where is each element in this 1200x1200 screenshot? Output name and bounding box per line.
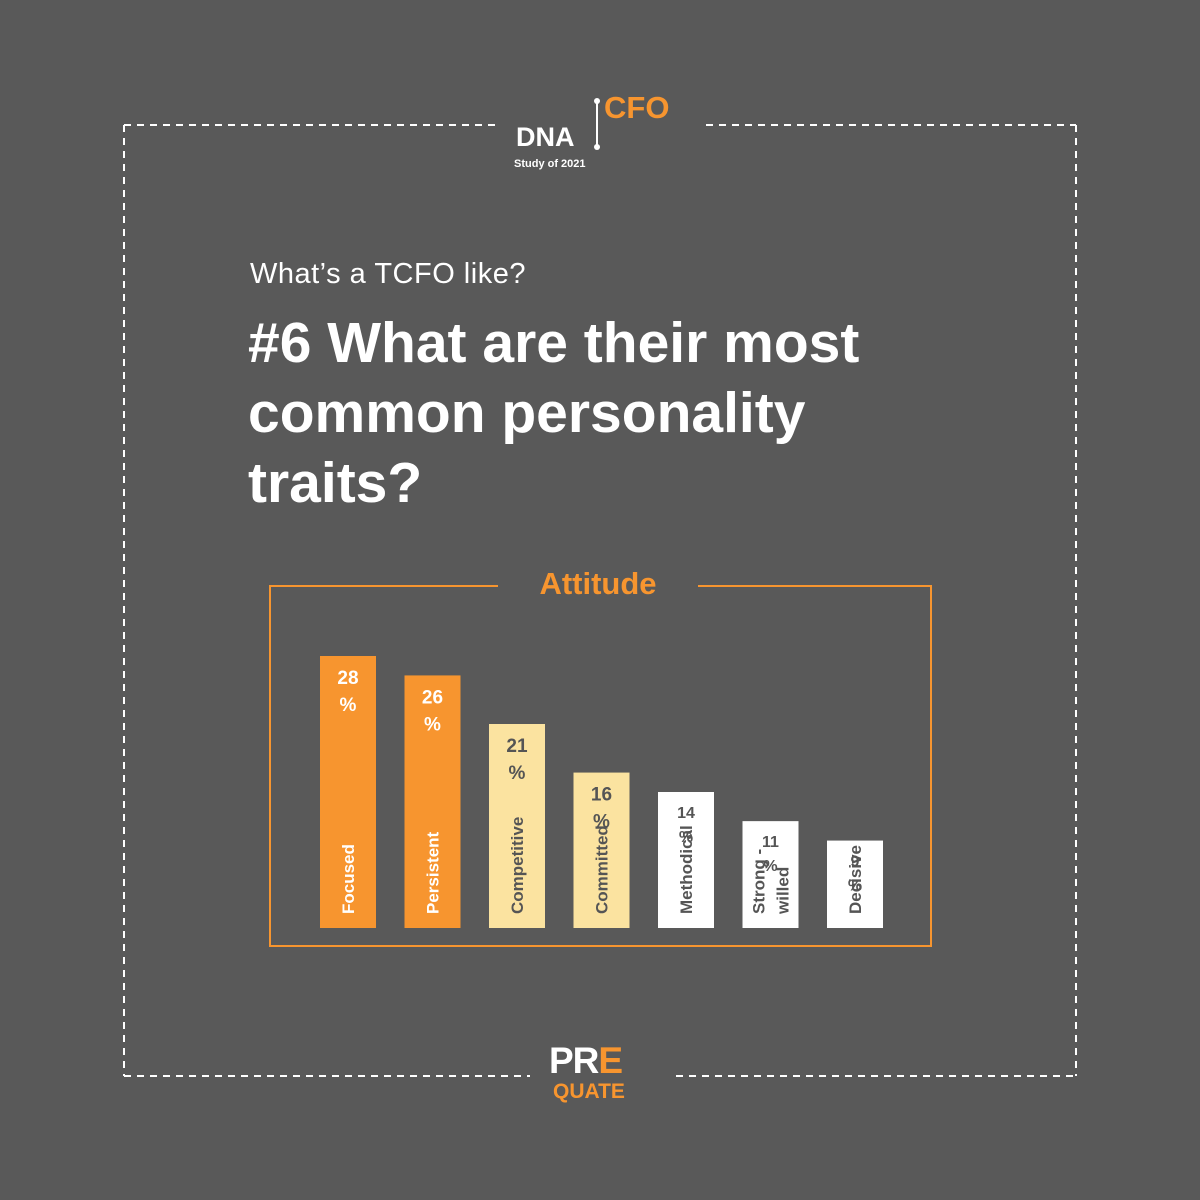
bar-value-label: 26	[422, 687, 443, 708]
bar-value-unit: %	[340, 695, 357, 716]
bar-category-label: Strong -	[750, 849, 769, 914]
logo-quate-text: QUATE	[553, 1080, 625, 1103]
bar-value-label: 11	[762, 834, 779, 851]
bar-category-label: willed	[774, 867, 793, 915]
bar-focused	[320, 656, 376, 928]
chart-box	[269, 585, 932, 947]
bar-competitive	[489, 724, 545, 928]
logo-pre-main: PR	[549, 1040, 599, 1081]
prequate-logo: PRE QUATE	[549, 1040, 659, 1110]
logo-connector	[594, 98, 600, 150]
bar-persistent	[404, 675, 461, 928]
bar-category-label: Competitive	[508, 817, 527, 914]
bar-value-unit: %	[509, 763, 526, 784]
bar-value-label: 16	[591, 785, 612, 806]
logo-cfo-text: CFO	[604, 90, 670, 125]
bar-decisive	[827, 840, 883, 928]
bar-value-label: 14	[677, 805, 695, 822]
dna-cfo-logo: CFO DNA Study of 2021	[508, 90, 708, 180]
bar-category-label: Methodical	[677, 825, 696, 914]
bar-value-unit: %	[848, 878, 862, 895]
page-subtitle: What’s a TCFO like?	[250, 258, 526, 290]
chart-title: Attitude	[539, 566, 657, 601]
logo-study-text: Study of 2021	[514, 158, 586, 170]
logo-pre-text: PRE	[549, 1040, 623, 1082]
bar-value-label: 21	[506, 736, 528, 757]
bar-value-label: 28	[337, 668, 358, 689]
logo-dna-text: DNA	[516, 122, 575, 152]
bar-strong-willed	[742, 821, 799, 928]
bar-value-unit: %	[679, 829, 693, 846]
bar-value-unit: %	[593, 812, 610, 833]
bar-value-unit: %	[763, 858, 777, 875]
bar-committed	[573, 772, 630, 928]
bar-category-label: Committed	[593, 825, 612, 914]
bar-category-label: Persistent	[424, 831, 443, 914]
bar-category-label: Decisive	[846, 845, 865, 914]
logo-pre-accent: E	[598, 1040, 623, 1081]
bar-category-label: Focused	[339, 844, 358, 914]
bar-methodical	[658, 792, 714, 928]
bar-value-label: 9	[851, 854, 860, 871]
bar-value-unit: %	[424, 714, 441, 735]
page-title: #6 What are their most common personalit…	[248, 311, 860, 515]
